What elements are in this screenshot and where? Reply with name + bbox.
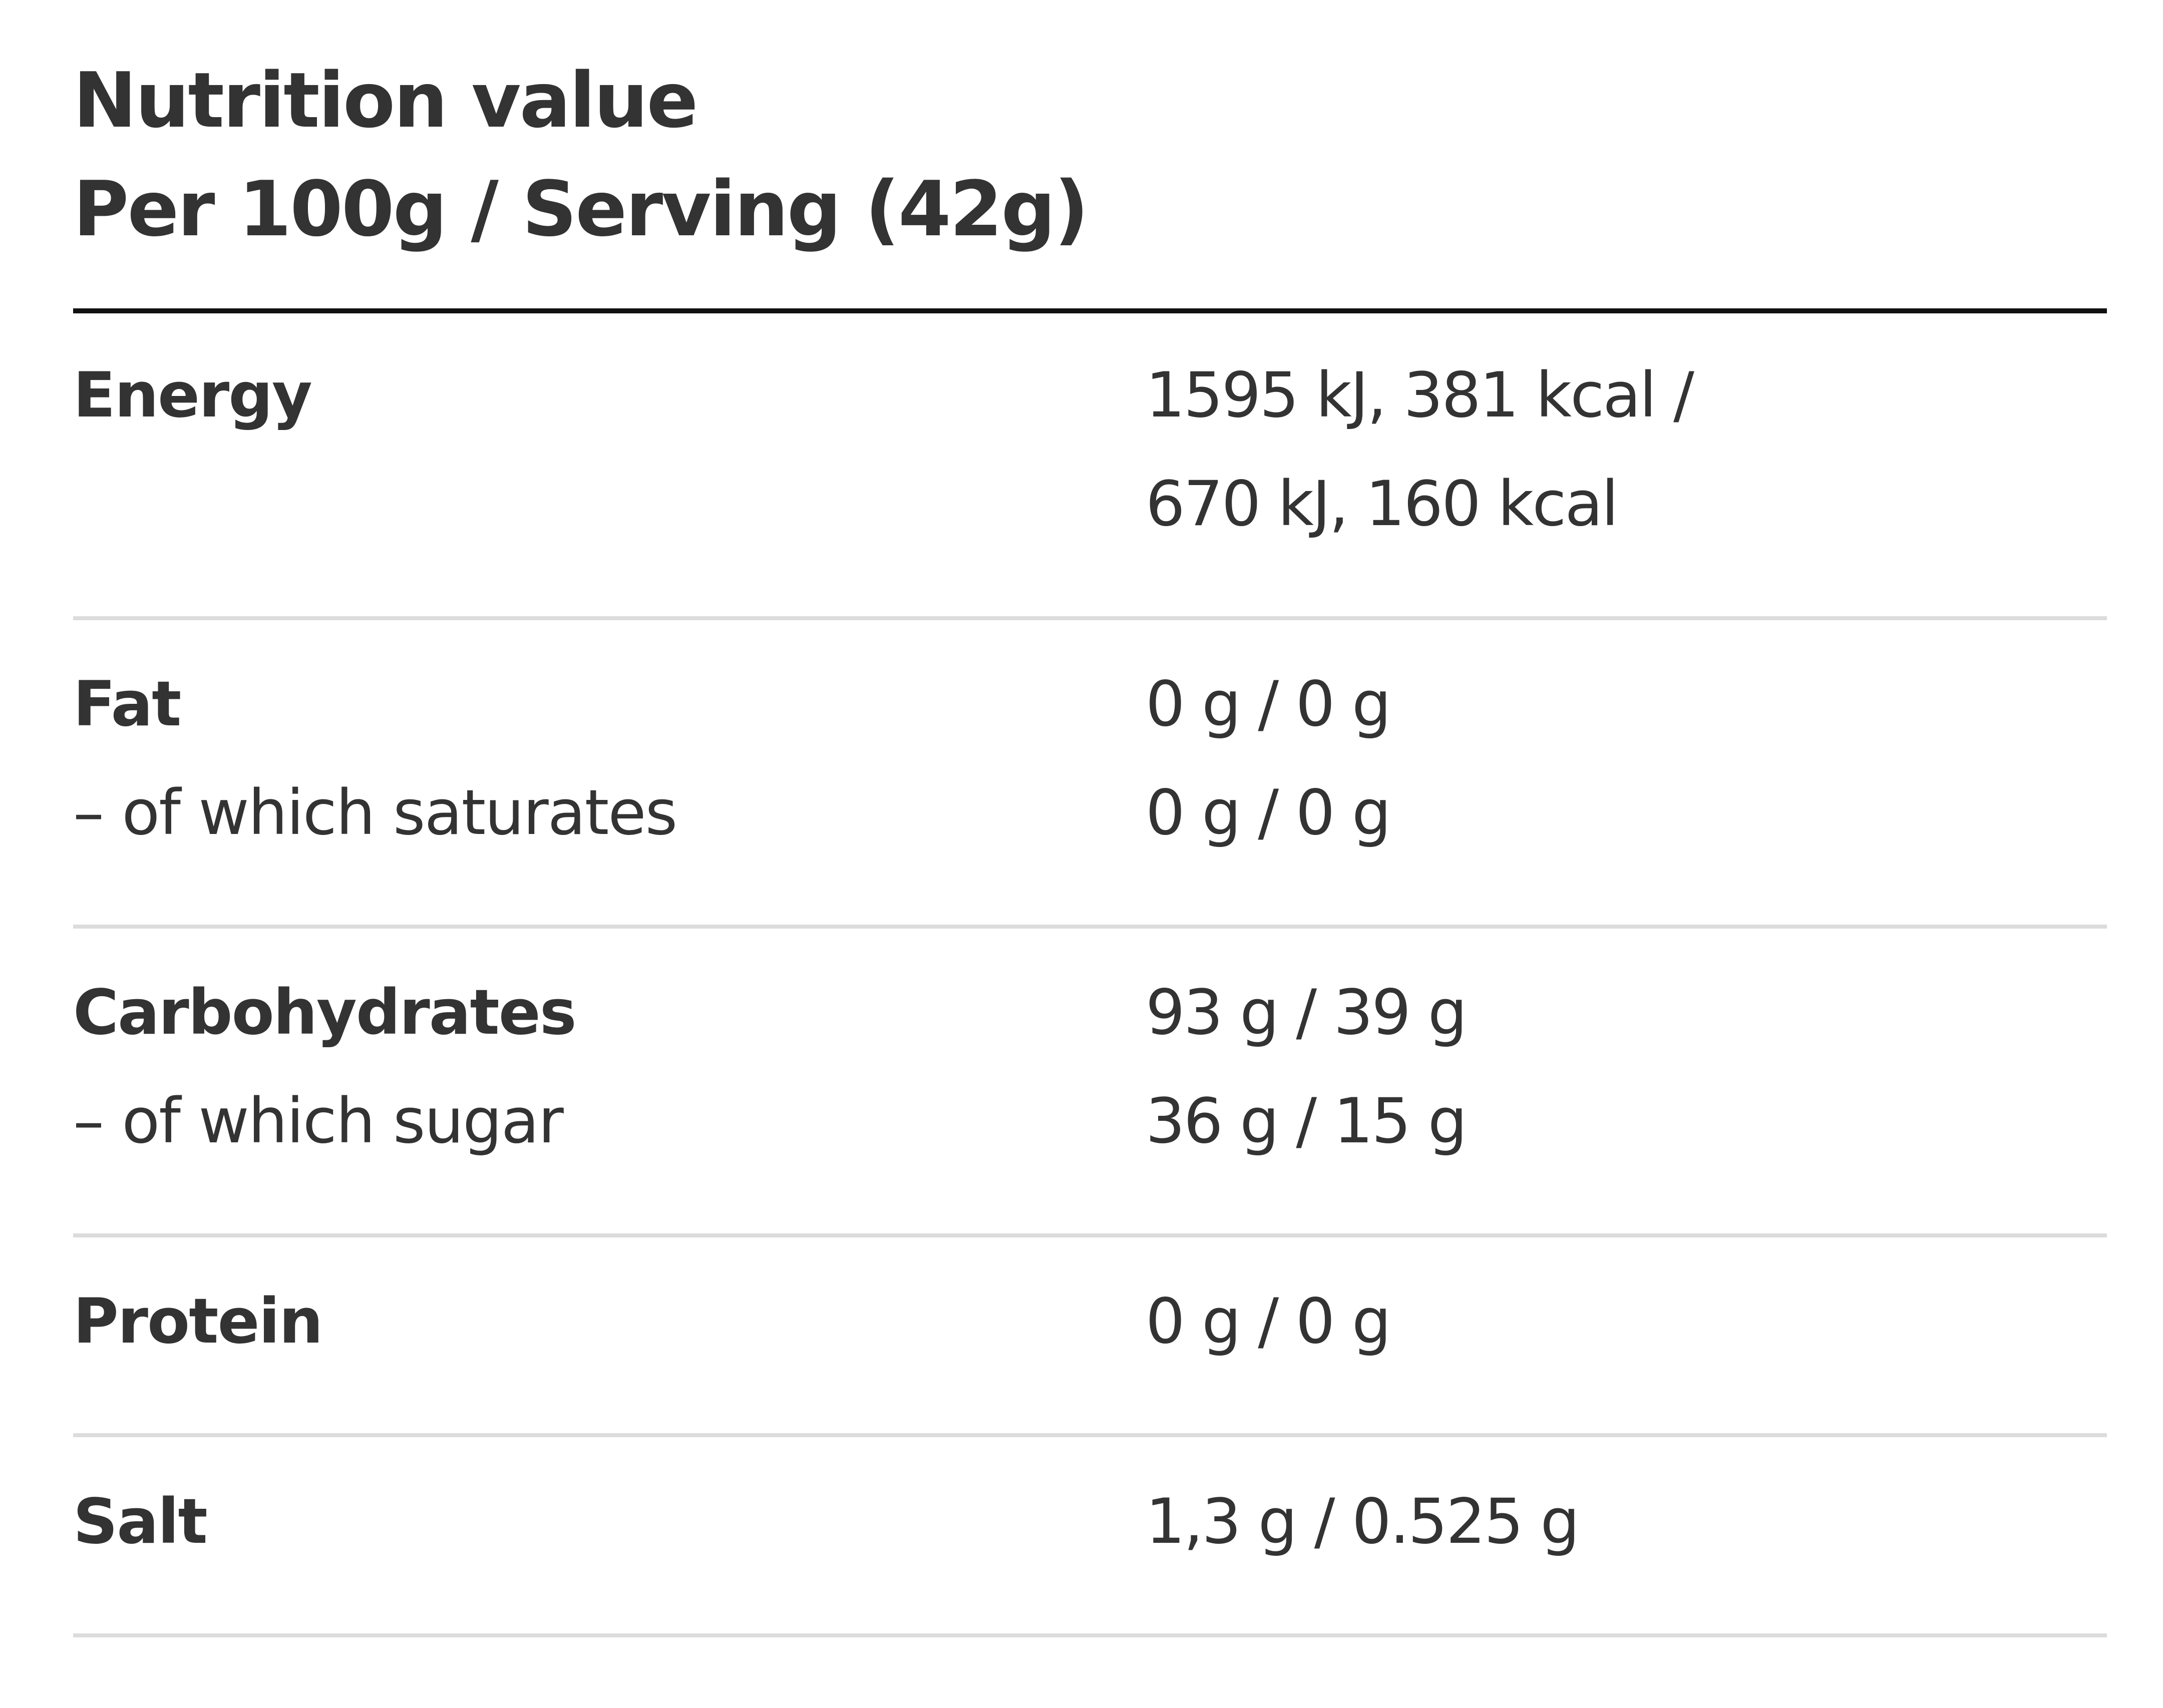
energy-value-per-100g: 1595 kJ, 381 kcal / [1146,359,1694,432]
row-divider [73,1433,2107,1437]
salt-value: 1,3 g / 0.525 g [1146,1486,1580,1558]
salt-label: Salt [73,1486,208,1558]
carbohydrates-value: 93 g / 39 g [1146,977,1467,1049]
protein-row: Protein 0 g / 0 g [73,1267,2107,1376]
sugar-value: 36 g / 15 g [1146,1085,1467,1157]
energy-row: Energy 1595 kJ, 381 kcal / [73,341,2107,450]
fat-label: Fat [73,668,181,740]
serving-subtitle: Per 100g / Serving (42g) [73,165,1089,253]
energy-value-per-serving: 670 kJ, 160 kcal [1146,468,1619,540]
sugar-label: – of which sugar [73,1085,564,1157]
protein-label: Protein [73,1286,323,1358]
carbohydrates-label: Carbohydrates [73,977,577,1049]
row-divider [73,1233,2107,1237]
saturates-value: 0 g / 0 g [1146,777,1391,849]
row-divider [73,925,2107,929]
energy-row-continued: 670 kJ, 160 kcal [73,450,2107,559]
carbohydrates-row: Carbohydrates 93 g / 39 g [73,959,2107,1067]
nutrition-table: Nutrition value Per 100g / Serving (42g)… [73,46,2107,1637]
saturates-label: – of which saturates [73,777,677,849]
row-divider [73,1633,2107,1637]
nutrition-title: Nutrition value [73,56,698,145]
energy-label: Energy [73,359,312,432]
header-divider [73,308,2107,313]
nutrition-heading: Nutrition value Per 100g / Serving (42g) [73,46,2107,263]
saturates-row: – of which saturates 0 g / 0 g [73,759,2107,868]
fat-row: Fat 0 g / 0 g [73,650,2107,759]
fat-value: 0 g / 0 g [1146,668,1391,740]
row-divider [73,616,2107,620]
protein-value: 0 g / 0 g [1146,1286,1391,1358]
salt-row: Salt 1,3 g / 0.525 g [73,1468,2107,1576]
sugar-row: – of which sugar 36 g / 15 g [73,1067,2107,1176]
